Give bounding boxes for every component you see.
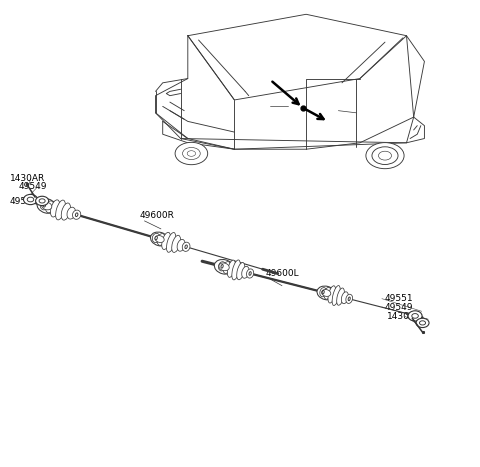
- Ellipse shape: [336, 288, 344, 305]
- Ellipse shape: [39, 199, 45, 203]
- Ellipse shape: [43, 204, 46, 207]
- Ellipse shape: [150, 232, 169, 246]
- Ellipse shape: [324, 287, 331, 299]
- Ellipse shape: [56, 200, 65, 220]
- Ellipse shape: [322, 290, 324, 294]
- Ellipse shape: [408, 311, 422, 321]
- Ellipse shape: [187, 151, 195, 156]
- Ellipse shape: [328, 286, 336, 303]
- Text: 1430AR: 1430AR: [387, 312, 422, 321]
- Ellipse shape: [332, 285, 340, 305]
- Ellipse shape: [167, 233, 176, 252]
- Ellipse shape: [152, 234, 160, 242]
- Ellipse shape: [247, 269, 254, 278]
- Ellipse shape: [317, 286, 336, 300]
- Ellipse shape: [341, 292, 348, 304]
- Ellipse shape: [61, 203, 71, 220]
- Ellipse shape: [242, 266, 249, 278]
- Ellipse shape: [24, 194, 37, 205]
- Text: 49549: 49549: [384, 303, 413, 311]
- Text: 49551: 49551: [384, 294, 413, 303]
- Ellipse shape: [420, 321, 426, 325]
- Ellipse shape: [75, 213, 78, 217]
- Text: 49549: 49549: [19, 183, 48, 191]
- Ellipse shape: [185, 245, 187, 248]
- Ellipse shape: [36, 196, 48, 205]
- Ellipse shape: [172, 235, 180, 252]
- Ellipse shape: [46, 201, 54, 213]
- Ellipse shape: [221, 264, 223, 268]
- Ellipse shape: [320, 288, 326, 297]
- Ellipse shape: [155, 235, 164, 242]
- Ellipse shape: [50, 200, 60, 217]
- Ellipse shape: [219, 263, 229, 271]
- Ellipse shape: [366, 142, 404, 169]
- Ellipse shape: [378, 151, 392, 160]
- Ellipse shape: [182, 242, 190, 251]
- Text: 49600R: 49600R: [140, 211, 175, 219]
- Ellipse shape: [232, 260, 240, 280]
- Ellipse shape: [348, 297, 350, 301]
- Ellipse shape: [157, 234, 165, 245]
- Ellipse shape: [175, 142, 208, 165]
- Ellipse shape: [182, 148, 200, 160]
- Ellipse shape: [322, 290, 331, 297]
- Ellipse shape: [177, 240, 185, 251]
- Ellipse shape: [416, 318, 429, 327]
- Ellipse shape: [72, 210, 81, 219]
- Ellipse shape: [27, 197, 34, 202]
- Ellipse shape: [218, 262, 226, 271]
- Ellipse shape: [215, 260, 234, 274]
- Ellipse shape: [162, 233, 170, 249]
- Ellipse shape: [40, 201, 48, 210]
- Text: 1430AR: 1430AR: [10, 174, 45, 183]
- Ellipse shape: [155, 236, 157, 240]
- Ellipse shape: [228, 260, 236, 277]
- Text: 49600L: 49600L: [265, 269, 299, 278]
- Ellipse shape: [249, 272, 251, 276]
- Ellipse shape: [372, 147, 398, 164]
- Text: 49551: 49551: [10, 198, 38, 206]
- Ellipse shape: [346, 294, 353, 304]
- Ellipse shape: [42, 202, 52, 210]
- Ellipse shape: [67, 207, 75, 219]
- Ellipse shape: [223, 262, 230, 274]
- Ellipse shape: [412, 313, 419, 318]
- Ellipse shape: [37, 198, 56, 213]
- Ellipse shape: [237, 262, 245, 280]
